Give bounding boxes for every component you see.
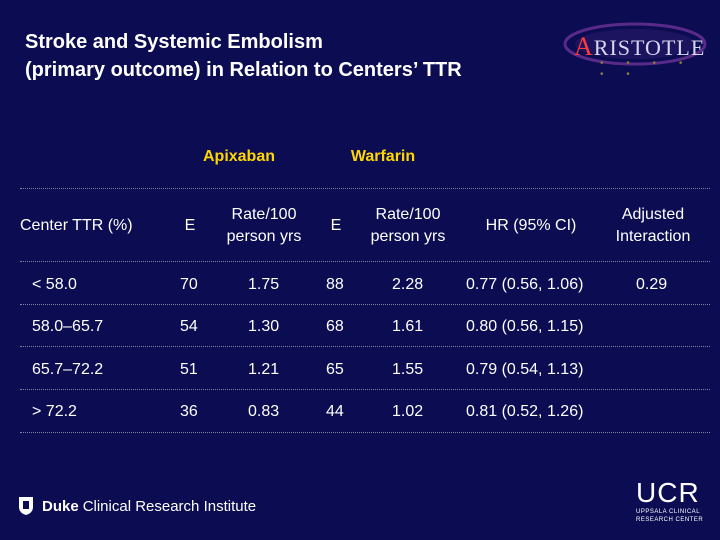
table-rule-row-1: [20, 304, 710, 305]
table-row-4-apix-rate: 0.83: [248, 403, 280, 420]
table-row-2-apix-rate: 1.30: [248, 318, 280, 335]
table-row-1-center: < 58.0: [32, 276, 77, 293]
table-row-2-warf-rate: 1.61: [392, 318, 424, 335]
table-rule-header: [20, 261, 710, 262]
duke-name: Duke: [42, 497, 79, 515]
header-warfarin-rate: Rate/100 person yrs: [370, 206, 446, 245]
title-line-2: (primary outcome) in Relation to Centers…: [25, 59, 462, 81]
duke-logo: Duke Clinical Research Institute: [18, 496, 256, 516]
title-line-1: Stroke and Systemic Embolism: [25, 31, 323, 53]
slide-title: Stroke and Systemic Embolism (primary ou…: [25, 28, 462, 84]
table-rule-top: [20, 188, 710, 189]
group-heading-apixaban: Apixaban: [202, 148, 275, 165]
table-row-4-warf-rate: 1.02: [392, 403, 424, 420]
table-row-1-hr: 0.77 (0.56, 1.06): [466, 276, 584, 293]
table-row-1-adjusted: 0.29: [636, 276, 668, 293]
logo-dots: • • • • • •: [600, 58, 693, 80]
table-row-1-warf-rate: 2.28: [392, 276, 424, 293]
header-apixaban-rate: Rate/100 person yrs: [226, 206, 302, 245]
duke-shield-icon: [19, 497, 33, 515]
logo-swoosh-icon: [563, 22, 707, 66]
ucr-logo: UCR UPPSALA CLINICAL RESEARCH CENTER: [636, 478, 706, 524]
table-row-4-center: > 72.2: [32, 403, 77, 420]
table-row-2-warf-e: 68: [326, 318, 344, 335]
ucr-subtitle-line-2: RESEARCH CENTER: [636, 517, 704, 523]
group-heading-warfarin: Warfarin: [350, 148, 416, 165]
header-hazard-ratio: HR (95% CI): [485, 217, 577, 234]
table-rule-row-3: [20, 389, 710, 390]
ucr-subtitle-line-1: UPPSALA CLINICAL: [636, 509, 701, 515]
table-row-1-warf-e: 88: [326, 276, 344, 293]
table-rule-row-2: [20, 346, 710, 347]
header-warfarin-events: E: [330, 217, 342, 234]
ucr-wordmark: UCR: [636, 477, 700, 508]
table-row-1-apix-e: 70: [180, 276, 198, 293]
table-row-4-hr: 0.81 (0.52, 1.26): [466, 403, 584, 420]
table-row-3-apix-e: 51: [180, 361, 198, 378]
table-row-3-hr: 0.79 (0.54, 1.13): [466, 361, 584, 378]
table-row-2-apix-e: 54: [180, 318, 198, 335]
table-row-1-apix-rate: 1.75: [248, 276, 280, 293]
table-row-3-warf-rate: 1.55: [392, 361, 424, 378]
aristotle-logo: ARISTOTLE • • • • • •: [560, 18, 710, 80]
header-adjusted-interaction: Adjusted Interaction: [615, 206, 691, 245]
table-row-2-hr: 0.80 (0.56, 1.15): [466, 318, 584, 335]
logo-wordmark: ARISTOTLE: [574, 32, 706, 61]
table-row-3-warf-e: 65: [326, 361, 344, 378]
table-rule-bottom: [20, 432, 710, 433]
table-row-2-center: 58.0–65.7: [32, 318, 104, 335]
header-apixaban-events: E: [184, 217, 196, 234]
table-row-4-warf-e: 44: [326, 403, 344, 420]
duke-institute-name: Clinical Research Institute: [82, 497, 257, 515]
table-row-4-apix-e: 36: [180, 403, 198, 420]
table-row-3-apix-rate: 1.21: [248, 361, 280, 378]
header-center-ttr: Center TTR (%): [20, 217, 133, 234]
table-row-3-center: 65.7–72.2: [32, 361, 104, 378]
